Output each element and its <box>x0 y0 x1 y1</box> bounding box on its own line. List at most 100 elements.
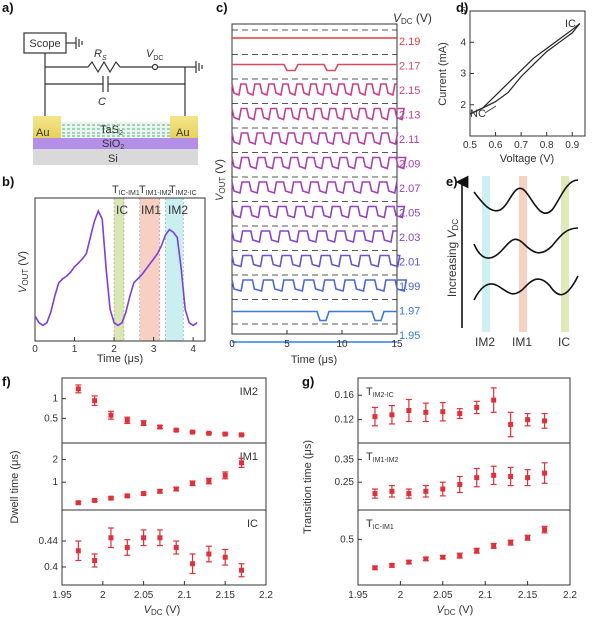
band-im2 <box>165 198 184 341</box>
plot-b-ylabel: VOUT (V) <box>17 251 30 293</box>
subplot-frame <box>61 377 267 444</box>
data-point <box>75 500 81 506</box>
state-im2-label: IM2 <box>168 203 188 217</box>
data-point <box>406 559 412 565</box>
plot-c-frame <box>231 23 398 335</box>
data-point <box>141 491 147 497</box>
data-point <box>239 567 245 573</box>
vdc-value-label: 2.05 <box>399 208 420 220</box>
ann-nc: NC <box>470 108 486 120</box>
x-tick-label: 2.1 <box>478 590 492 601</box>
data-point <box>190 561 196 567</box>
panel-f-label: f) <box>2 374 11 389</box>
vdc-value-label: 1.95 <box>399 330 420 342</box>
x-tick-label: 2.2 <box>563 590 577 601</box>
subplot-frame <box>357 442 571 511</box>
vdc-value-label: 1.99 <box>399 281 420 293</box>
subplot-label: TIM2-IC <box>366 386 394 399</box>
panel-g-label: g) <box>302 374 314 389</box>
data-point <box>222 554 228 560</box>
band-im1 <box>519 176 527 332</box>
data-point <box>389 412 395 418</box>
vout-trace <box>231 279 408 293</box>
x-tick-label: 2.05 <box>134 590 154 601</box>
band-im2 <box>482 176 490 332</box>
data-point <box>525 417 531 423</box>
data-point <box>491 397 497 403</box>
energy-curves <box>473 179 579 301</box>
data-point <box>508 422 514 428</box>
plot-g-xlabel: VDC (V) <box>437 604 474 617</box>
y-tick-label: 1 <box>52 477 58 488</box>
vdc-value-label: 2.03 <box>399 232 420 244</box>
vout-trace <box>231 181 398 195</box>
data-point <box>508 474 514 479</box>
panel-d: d) 0.5 0.6 0.7 0.8 0.9 2 3 4 5 IC NC Current (mA… <box>437 0 586 165</box>
data-point <box>457 411 463 417</box>
data-point <box>157 424 163 430</box>
data-point <box>92 398 98 404</box>
increasing-vdc-label: Increasing VDC <box>445 219 460 297</box>
tas2-layer <box>50 122 180 138</box>
data-point <box>173 486 179 492</box>
e-label-im2: IM2 <box>475 335 495 349</box>
y-tick-label: 0.5 <box>340 534 354 545</box>
x-tick-label: 4 <box>190 344 196 355</box>
data-point <box>157 488 163 494</box>
subplot-label: IC <box>247 518 258 530</box>
panel-a-label: a) <box>2 0 14 15</box>
x-tick-label: 3 <box>151 344 157 355</box>
data-point <box>92 497 98 503</box>
data-point <box>457 553 463 559</box>
data-point <box>406 408 412 413</box>
plot-b-xlabel: Time (μs) <box>97 353 143 365</box>
panel-c-label: c) <box>216 0 228 15</box>
vdc-value-label: 2.07 <box>399 183 420 195</box>
vout-trace <box>231 254 401 268</box>
band-im1 <box>139 198 160 341</box>
x-tick-label: 1.95 <box>348 590 368 601</box>
au-electrode-right <box>170 116 198 138</box>
x-tick-label: 1 <box>72 344 78 355</box>
panel-f: f) IM2 0.5 1 IM1 1 2 IC 0.4 0.44 1.95 2 2.05 2.1 2.15… <box>2 374 273 617</box>
plot-c-xlabel: Time (μs) <box>291 354 337 366</box>
state-ic-label: IC <box>116 203 128 217</box>
subplot-frame <box>61 509 267 586</box>
iv-curve-up <box>469 23 581 115</box>
data-point <box>108 412 114 418</box>
data-point <box>508 540 514 546</box>
x-tick-label: 0.7 <box>514 140 528 151</box>
subplot-label: TIM1-IM2 <box>366 451 399 464</box>
plot-g-ylabel: Transition time (μs) <box>302 440 314 534</box>
c-label: C <box>98 96 106 108</box>
data-point <box>423 488 429 494</box>
scope-label: Scope <box>29 38 60 50</box>
data-point <box>423 556 429 562</box>
au-left-label: Au <box>36 127 49 139</box>
subplot-label: TIC-IM1 <box>366 518 394 531</box>
x-tick-label: 0.8 <box>540 140 554 151</box>
iv-curve-down <box>469 23 581 115</box>
si-layer <box>33 149 198 165</box>
data-point <box>92 558 98 563</box>
band-ic <box>114 198 124 341</box>
vdc-ground-icon <box>185 61 203 73</box>
data-point <box>525 475 531 481</box>
x-tick-label: 2.15 <box>215 590 235 601</box>
panel-e-label: e) <box>446 174 458 189</box>
data-point <box>440 486 446 492</box>
e-label-ic: IC <box>558 335 570 349</box>
vdc-value-label: 2.13 <box>399 110 420 122</box>
t-im1-im2-label: TIM1-IM2 <box>139 184 172 197</box>
plot-d-xlabel: Voltage (V) <box>500 153 554 165</box>
plot-d-ylabel: Current (mA) <box>437 42 449 106</box>
panel-b: b) TIC-IM1 TIM1-IM2 TIM2-IC IC IM1 IM2 0… <box>2 174 206 365</box>
ann-nc-pointer <box>484 105 497 114</box>
data-point <box>157 535 163 541</box>
subplot-label: IM2 <box>240 386 258 398</box>
y-tick-label: 3 <box>460 69 466 80</box>
data-point <box>457 481 463 487</box>
vout-trace <box>231 83 397 97</box>
y-tick-label: 2 <box>52 454 58 465</box>
data-point <box>491 543 497 549</box>
